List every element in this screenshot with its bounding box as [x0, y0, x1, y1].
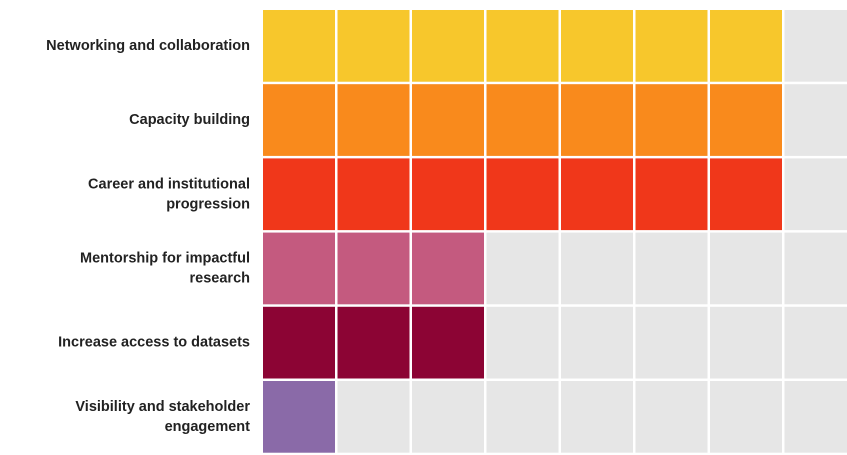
row-cells — [263, 84, 782, 156]
filled-cell — [412, 158, 484, 231]
empty-cell — [412, 381, 484, 453]
filled-cell — [337, 10, 410, 82]
label-line: Networking and collaboration — [46, 38, 250, 54]
filled-cell — [337, 306, 410, 379]
empty-cell — [635, 232, 708, 305]
filled-cell — [263, 306, 335, 379]
category-label: Networking and collaboration — [46, 38, 250, 54]
empty-cell — [561, 232, 633, 305]
empty-cell — [784, 158, 847, 231]
filled-cell — [412, 10, 484, 82]
filled-cell — [710, 158, 782, 231]
empty-cell — [486, 306, 559, 379]
filled-cell — [263, 381, 335, 453]
filled-cell — [635, 158, 708, 231]
empty-cell — [561, 381, 633, 453]
label-line: Career and institutional — [88, 176, 250, 192]
empty-cell — [635, 306, 708, 379]
empty-cell — [710, 381, 782, 453]
empty-cell — [784, 306, 847, 379]
filled-cell — [486, 10, 559, 82]
category-label: Mentorship for impactful research — [80, 250, 250, 286]
row-cells — [263, 232, 484, 305]
filled-cell — [337, 232, 410, 305]
empty-cell — [635, 381, 708, 453]
filled-cell — [263, 84, 335, 156]
filled-cell — [635, 10, 708, 82]
row-cells — [263, 10, 782, 82]
filled-cell — [710, 10, 782, 82]
label-line: research — [190, 270, 250, 286]
label-line: Visibility and stakeholder — [75, 399, 250, 415]
category-label: Career and institutional progression — [88, 176, 250, 212]
filled-cell — [561, 158, 633, 231]
row-cells — [263, 306, 484, 379]
empty-cell — [784, 381, 847, 453]
empty-cell — [337, 381, 410, 453]
empty-cell — [486, 232, 559, 305]
label-line: progression — [166, 196, 250, 212]
filled-cell — [337, 158, 410, 231]
filled-cell — [412, 306, 484, 379]
empty-cell — [710, 232, 782, 305]
label-line: engagement — [165, 419, 251, 435]
empty-cell — [784, 84, 847, 156]
label-line: Mentorship for impactful — [80, 250, 250, 266]
filled-cell — [561, 10, 633, 82]
label-line: Increase access to datasets — [58, 334, 250, 350]
filled-cell — [263, 232, 335, 305]
filled-cell — [263, 158, 335, 231]
filled-cell — [561, 84, 633, 156]
filled-cell — [337, 84, 410, 156]
empty-cell — [710, 306, 782, 379]
row-cells — [263, 158, 782, 231]
filled-cell — [635, 84, 708, 156]
filled-cell — [412, 232, 484, 305]
category-label: Capacity building — [129, 112, 250, 128]
empty-cell — [486, 381, 559, 453]
empty-cell — [561, 306, 633, 379]
label-line: Capacity building — [129, 112, 250, 128]
category-label: Visibility and stakeholder engagement — [75, 399, 250, 435]
filled-cell — [263, 10, 335, 82]
empty-cell — [784, 10, 847, 82]
empty-cell — [784, 232, 847, 305]
filled-cell — [486, 84, 559, 156]
filled-cell — [412, 84, 484, 156]
row-cells — [263, 381, 335, 453]
filled-cell — [486, 158, 559, 231]
filled-cell — [710, 84, 782, 156]
category-label: Increase access to datasets — [58, 334, 250, 350]
